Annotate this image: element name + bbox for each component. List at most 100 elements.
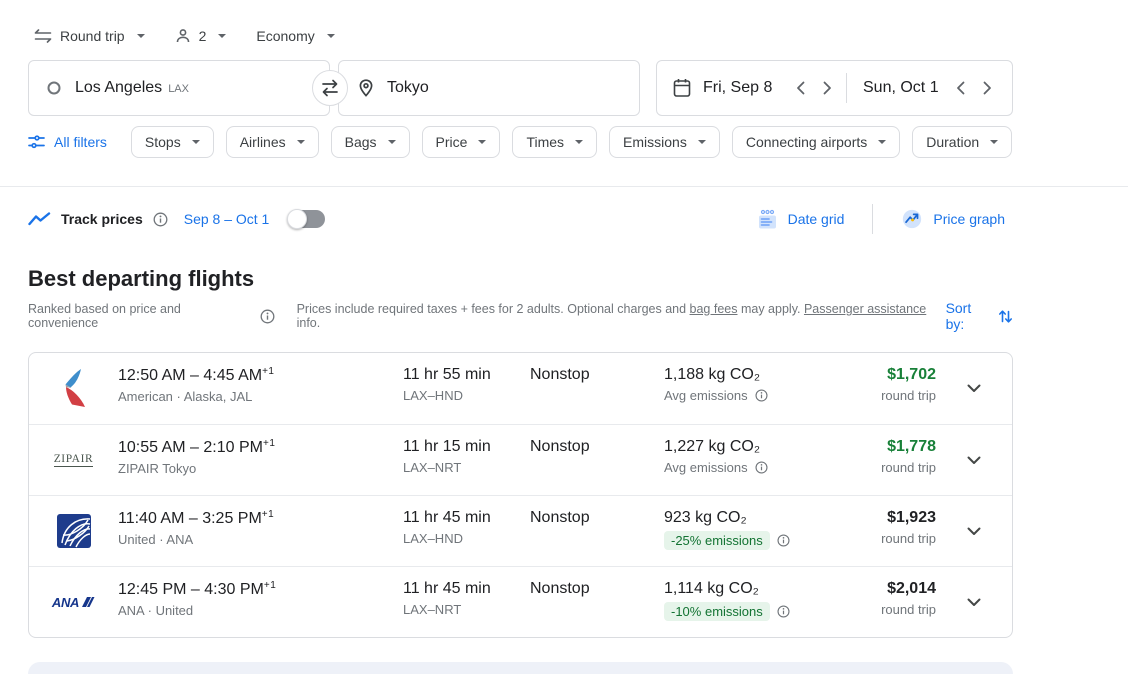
round-trip-swap-icon — [34, 29, 52, 43]
emissions-column: 1,188 kg CO₂ Avg emissions — [664, 353, 864, 403]
info-icon[interactable] — [153, 212, 168, 227]
avg-emissions-label: Avg emissions — [664, 460, 748, 475]
duration-column: 11 hr 45 min LAX–NRT — [403, 567, 530, 617]
track-prices-toggle[interactable] — [287, 209, 326, 229]
destination-input[interactable]: Tokyo — [338, 60, 640, 116]
return-prev-day-button[interactable] — [956, 81, 965, 95]
united-airlines-logo-icon — [56, 514, 91, 548]
next-day-indicator: +1 — [263, 580, 277, 591]
airlines-names: ZIPAIR Tokyo — [118, 461, 197, 476]
flight-row[interactable]: ZIPAIR 10:55 AM – 2:10 PM+1 ZIPAIR Tokyo… — [29, 424, 1012, 495]
price-qualifier: round trip — [881, 388, 936, 403]
all-filters-button[interactable]: All filters — [28, 134, 107, 150]
chevron-down-icon — [878, 140, 887, 144]
filter-chip-bags[interactable]: Bags — [330, 126, 410, 158]
emissions-column: 1,227 kg CO₂ Avg emissions — [664, 425, 864, 475]
expand-flight-button[interactable] — [936, 456, 1012, 465]
info-icon[interactable] — [755, 389, 768, 402]
depart-date-field[interactable]: Fri, Sep 8 — [691, 79, 842, 97]
price-graph-label: Price graph — [933, 211, 1005, 227]
flight-times: 12:50 AM – 4:45 AM — [118, 367, 263, 384]
duration-column: 11 hr 45 min LAX–HND — [403, 496, 530, 546]
duration-column: 11 hr 55 min LAX–HND — [403, 353, 530, 403]
co2-amount: 1,114 kg CO₂ — [664, 580, 759, 597]
filter-chip-airlines[interactable]: Airlines — [225, 126, 319, 158]
price-column: $1,778 round trip — [881, 425, 936, 475]
flight-duration: 11 hr 55 min — [403, 366, 491, 383]
co2-amount: 923 kg CO₂ — [664, 509, 747, 526]
chevron-down-icon — [296, 140, 305, 144]
expand-flight-button[interactable] — [936, 384, 1012, 393]
expand-flight-button[interactable] — [936, 598, 1012, 607]
date-divider — [846, 73, 847, 103]
expand-flight-button[interactable] — [936, 527, 1012, 536]
trending-line-icon — [28, 212, 51, 226]
price: $1,923 — [887, 509, 936, 526]
next-day-indicator: +1 — [261, 509, 275, 520]
depart-next-day-button[interactable] — [823, 81, 832, 95]
swap-route-button[interactable] — [312, 70, 348, 106]
flight-route: LAX–HND — [403, 531, 463, 546]
price-graph-button[interactable]: Price graph — [893, 204, 1013, 234]
passenger-assistance-link[interactable]: Passenger assistance — [803, 302, 927, 316]
flight-row[interactable]: 11:40 AM – 3:25 PM+1 United · ANA 11 hr … — [29, 495, 1012, 566]
date-grid-label: Date grid — [787, 211, 845, 227]
sort-by-button[interactable]: Sort by: — [946, 300, 1013, 332]
calendar-icon — [673, 78, 691, 98]
section-divider — [0, 186, 1128, 187]
filter-bar: All filters Stops Airlines Bags Price Ti… — [28, 126, 1013, 158]
cabin-class-selector[interactable]: Economy — [256, 28, 335, 44]
airlines-names: ANA · United — [118, 603, 194, 618]
american-airlines-logo-icon — [55, 367, 93, 411]
stops-column: Nonstop — [530, 353, 664, 384]
flight-row[interactable]: 12:50 AM – 4:45 AM+1 American · Alaska, … — [29, 353, 1012, 424]
trip-type-selector[interactable]: Round trip — [34, 28, 145, 44]
track-prices-row: Track prices Sep 8 – Oct 1 — [28, 203, 1013, 235]
return-next-day-button[interactable] — [983, 81, 992, 95]
chevron-down-icon — [136, 34, 145, 38]
chevron-down-icon — [478, 140, 487, 144]
zipair-logo: ZIPAIR — [53, 453, 94, 467]
filter-chip-duration[interactable]: Duration — [912, 126, 1013, 158]
depart-prev-day-button[interactable] — [796, 81, 805, 95]
passenger-selector[interactable]: 2 — [175, 28, 227, 44]
info-icon[interactable] — [755, 461, 768, 474]
price-graph-icon — [901, 208, 923, 230]
next-section-top — [28, 662, 1013, 674]
tune-icon — [28, 134, 45, 150]
bag-fees-link[interactable]: bag fees — [689, 302, 738, 316]
origin-input[interactable]: Los Angeles LAX — [28, 60, 330, 116]
filter-chip-stops[interactable]: Stops — [130, 126, 214, 158]
price: $2,014 — [887, 580, 936, 597]
info-icon[interactable] — [777, 534, 790, 547]
filter-chip-emissions[interactable]: Emissions — [609, 126, 720, 158]
price-qualifier: round trip — [881, 531, 936, 546]
chevron-down-icon — [326, 34, 335, 38]
chevron-down-icon — [218, 34, 227, 38]
co2-amount: 1,227 kg CO₂ — [664, 438, 761, 455]
dates-input: Fri, Sep 8 Sun, Oct 1 — [656, 60, 1013, 116]
info-icon[interactable] — [777, 605, 790, 618]
price-disclaimer: Prices include required taxes + fees for… — [296, 302, 927, 330]
info-icon[interactable] — [260, 309, 275, 324]
times-column: 12:50 AM – 4:45 AM+1 American · Alaska, … — [118, 353, 403, 404]
flight-row[interactable]: ANA 12:45 PM – 4:30 PM+1 ANA · United 11… — [29, 566, 1012, 637]
airlines-names: United · ANA — [118, 532, 194, 547]
next-day-indicator: +1 — [262, 438, 276, 449]
results-subheader: Ranked based on price and convenience Pr… — [28, 300, 1013, 332]
emissions-column: 923 kg CO₂ -25% emissions — [664, 496, 864, 550]
search-row: Los Angeles LAX Tokyo — [28, 60, 1013, 116]
stops-label: Nonstop — [530, 438, 590, 455]
sort-arrows-icon — [998, 308, 1013, 325]
track-prices-date-range[interactable]: Sep 8 – Oct 1 — [183, 211, 270, 227]
filter-chip-price[interactable]: Price — [421, 126, 501, 158]
emissions-badge: -25% emissions — [664, 531, 770, 550]
view-buttons-divider — [872, 204, 874, 234]
chevron-down-icon — [967, 456, 981, 464]
filter-chip-times[interactable]: Times — [512, 126, 598, 158]
return-date-field[interactable]: Sun, Oct 1 — [851, 79, 1002, 97]
filter-chip-connecting-airports[interactable]: Connecting airports — [731, 126, 901, 158]
page-title: Best departing flights — [28, 266, 255, 291]
date-grid-button[interactable]: Date grid — [749, 205, 853, 234]
trip-type-label: Round trip — [60, 28, 125, 44]
